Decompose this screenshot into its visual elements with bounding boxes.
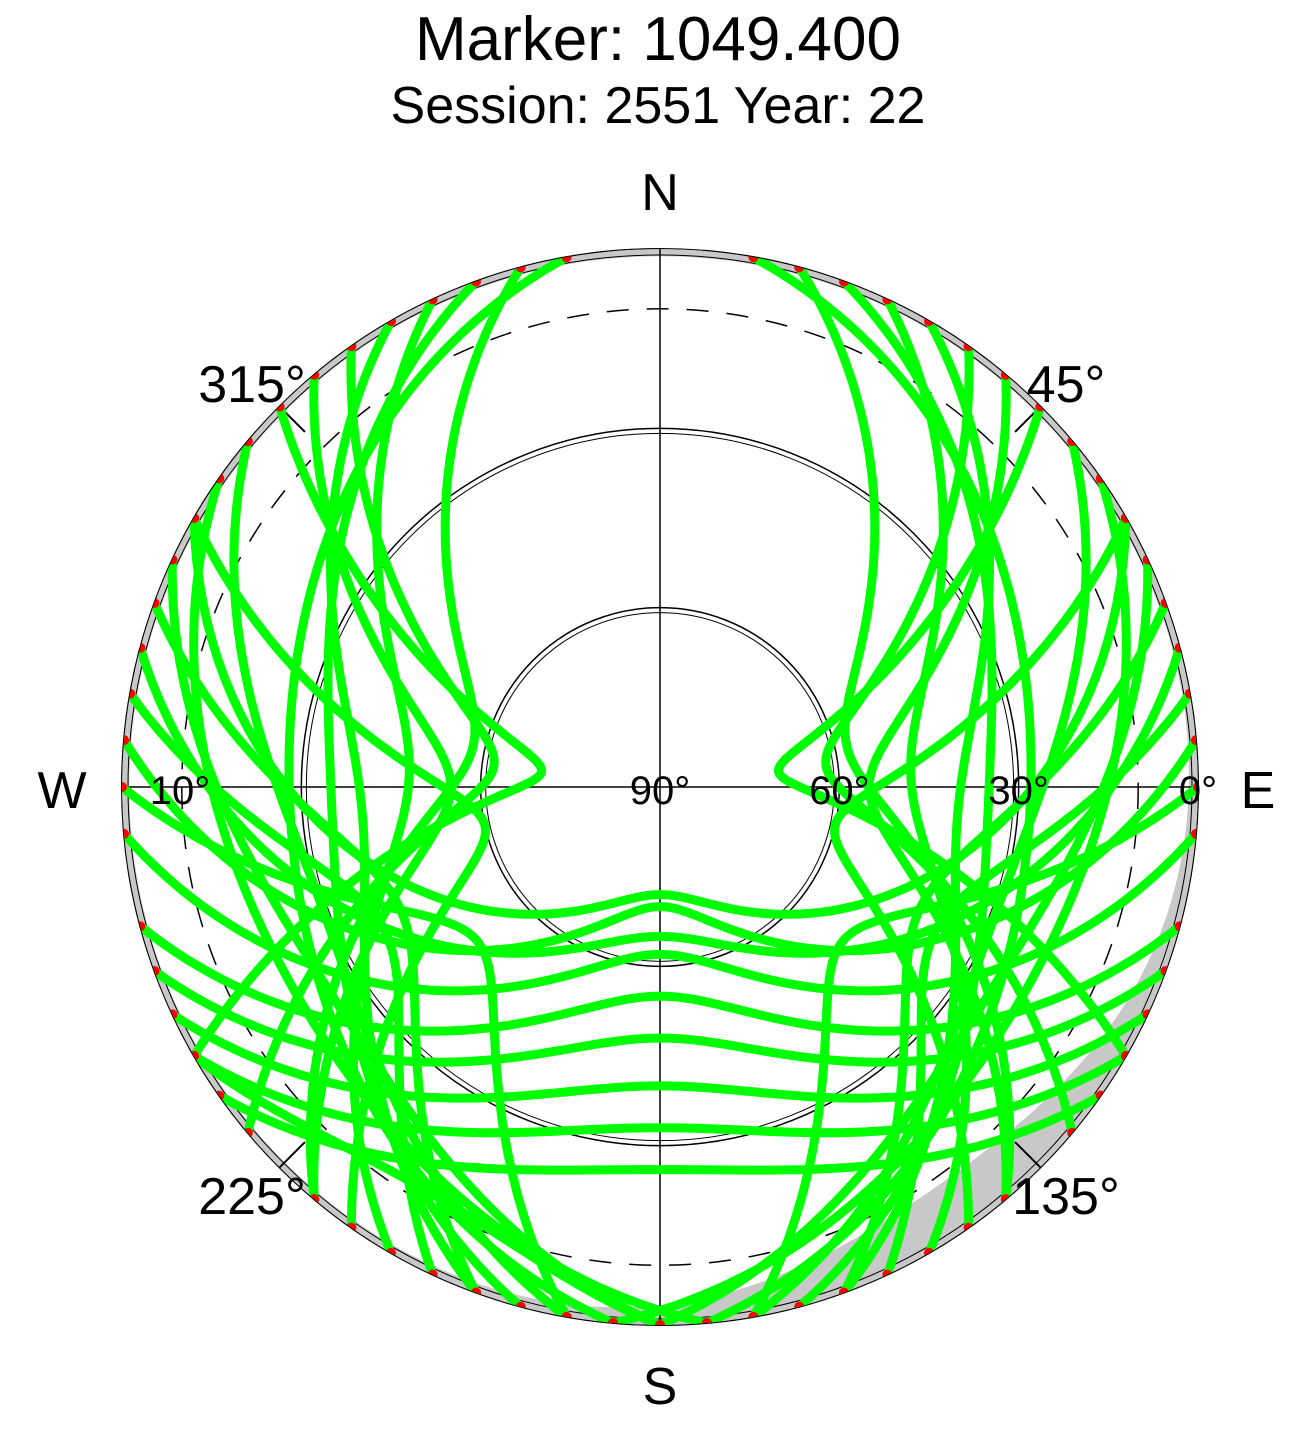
satellite-track-10 <box>189 402 546 1061</box>
satellite-track-31 <box>122 735 1198 956</box>
elevation-label-90: 90° <box>630 769 691 813</box>
track-endpoint-8-0 <box>122 782 127 792</box>
satellite-track-39 <box>189 1051 665 1325</box>
satellite-track-25 <box>774 402 1131 1061</box>
axis-labels: N S E W 45° 135° 225° 315° 0° 30° 60° 90° 10° <box>37 164 1275 1416</box>
satellite-track-13 <box>189 473 712 1325</box>
satellite-track-33 <box>135 921 1185 1036</box>
satellite-track-30 <box>135 643 1185 958</box>
elevation-label-30: 30° <box>988 769 1049 813</box>
track-endpoint-6-0 <box>149 597 160 608</box>
track-endpoint-28-1 <box>608 1317 619 1325</box>
track-endpoint-27-1 <box>701 1317 712 1325</box>
chart-subtitle: Session: 2551 Year: 22 <box>390 77 926 135</box>
satellite-track-27 <box>702 252 1036 1325</box>
satellite-track-34 <box>149 966 1171 1067</box>
track-endpoint-1-0 <box>427 294 438 305</box>
azimuth-tick-135 <box>1014 1141 1042 1169</box>
track-endpoint-39-1 <box>655 1320 665 1325</box>
track-endpoint-15-0 <box>924 316 934 327</box>
satellite-track-8 <box>122 782 572 1322</box>
track-endpoint-35-0 <box>167 1009 178 1020</box>
satellite-track-36 <box>189 1051 1131 1138</box>
satellite-track-5 <box>189 513 491 1233</box>
satellite-track-11 <box>305 262 526 1204</box>
elevation-label-10-west: 10° <box>150 769 211 813</box>
track-endpoint-2-0 <box>470 276 481 287</box>
track-endpoint-0-0 <box>386 316 396 327</box>
track-endpoint-31-1 <box>1190 735 1198 746</box>
cardinal-label-w: W <box>37 762 86 820</box>
track-endpoint-1-1 <box>386 1247 396 1258</box>
track-endpoint-38-1 <box>1120 513 1131 523</box>
satellite-track-9 <box>243 341 499 1138</box>
track-endpoint-38-0 <box>189 513 200 523</box>
satellite-track-14 <box>167 555 665 1325</box>
azimuth-label-45: 45° <box>1027 356 1106 414</box>
satellite-track-37 <box>214 1091 1106 1175</box>
azimuth-label-225: 225° <box>198 1168 306 1226</box>
chart-title: Marker: 1049.400 <box>415 5 901 74</box>
cardinal-label-n: N <box>641 164 679 222</box>
cardinal-label-s: S <box>643 1358 678 1416</box>
satellite-track-24 <box>821 341 1077 1138</box>
satellite-track-32 <box>122 829 1198 996</box>
track-endpoint-32-0 <box>122 828 130 839</box>
track-endpoint-39-0 <box>189 1051 200 1061</box>
satellite-track-28 <box>608 473 1131 1325</box>
satellite-track-38 <box>189 513 1131 919</box>
satellite-track-29 <box>655 555 1153 1325</box>
cardinal-label-e: E <box>1241 762 1276 820</box>
track-endpoint-36-1 <box>1120 1051 1131 1061</box>
satellite-track-12 <box>284 252 618 1325</box>
satellite-track-20 <box>829 513 1131 1233</box>
track-endpoint-31-0 <box>122 735 130 746</box>
track-endpoint-16-1 <box>924 1247 934 1258</box>
track-endpoint-14-0 <box>167 554 178 565</box>
track-endpoint-34-0 <box>149 966 160 977</box>
track-endpoint-23-0 <box>1193 782 1198 792</box>
satellite-track-23 <box>748 782 1198 1322</box>
track-endpoint-17-0 <box>839 276 850 287</box>
track-endpoint-32-1 <box>1190 828 1198 839</box>
satellite-tracks <box>122 252 1198 1325</box>
azimuth-label-315: 315° <box>198 356 306 414</box>
azimuth-label-135: 135° <box>1012 1168 1120 1226</box>
azimuth-tick-225 <box>278 1141 306 1169</box>
elevation-label-60: 60° <box>809 769 870 813</box>
elevation-label-0: 0° <box>1179 769 1217 813</box>
satellite-track-35 <box>167 1009 1153 1103</box>
satellite-track-26 <box>794 262 1015 1204</box>
